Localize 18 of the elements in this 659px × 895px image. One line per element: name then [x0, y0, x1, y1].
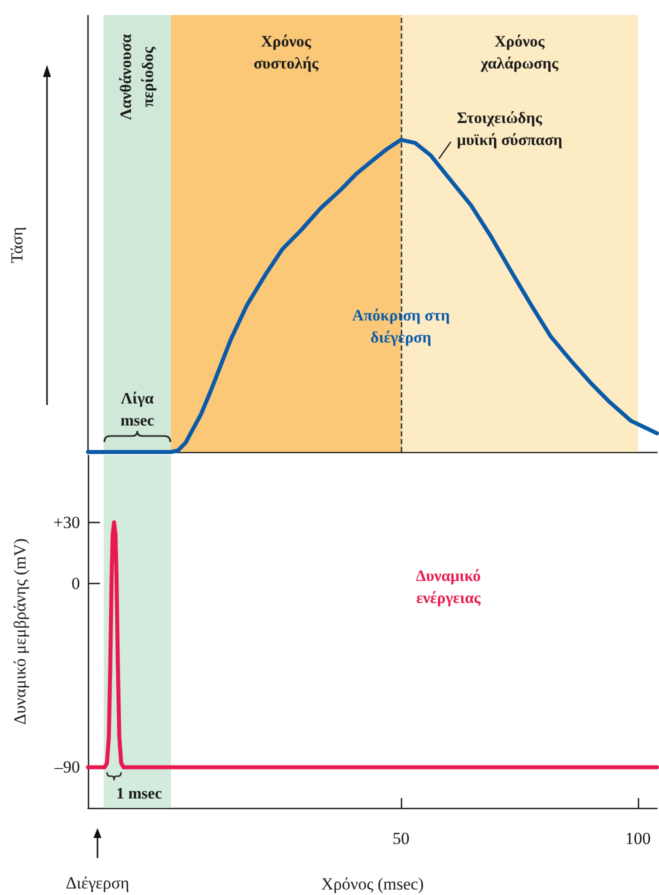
- annotation: 1 msec: [116, 786, 162, 803]
- text: Απόκριση στη διέγερση: [352, 308, 450, 347]
- text: Δυναμικό ενέργειας: [416, 568, 481, 608]
- annotation: Στοιχειώδης μυϊκή σύσπαση: [456, 110, 562, 150]
- y-tick-label: –90: [54, 758, 80, 777]
- x-tick-label: 100: [625, 829, 651, 848]
- annotation: Λίγα msec: [120, 390, 154, 430]
- x-tick-label: 50: [392, 829, 410, 848]
- band-label: Χρόνος χαλάρωσης: [480, 34, 558, 72]
- y-tick-label: +30: [53, 512, 80, 532]
- y-axis-title: Τάση: [8, 226, 26, 264]
- x-axis-title: Χρόνος (msec): [321, 874, 424, 894]
- text: Διέγερση: [66, 874, 130, 892]
- line-series: [86, 520, 659, 770]
- band-label: Λανθάνουσα περίοδος: [118, 34, 157, 120]
- band-label: Χρόνος συστολής: [254, 34, 319, 72]
- y-axis-title: Δυναμικό μεμβράνης (mV): [10, 538, 30, 725]
- y-tick-label: 0: [72, 574, 80, 594]
